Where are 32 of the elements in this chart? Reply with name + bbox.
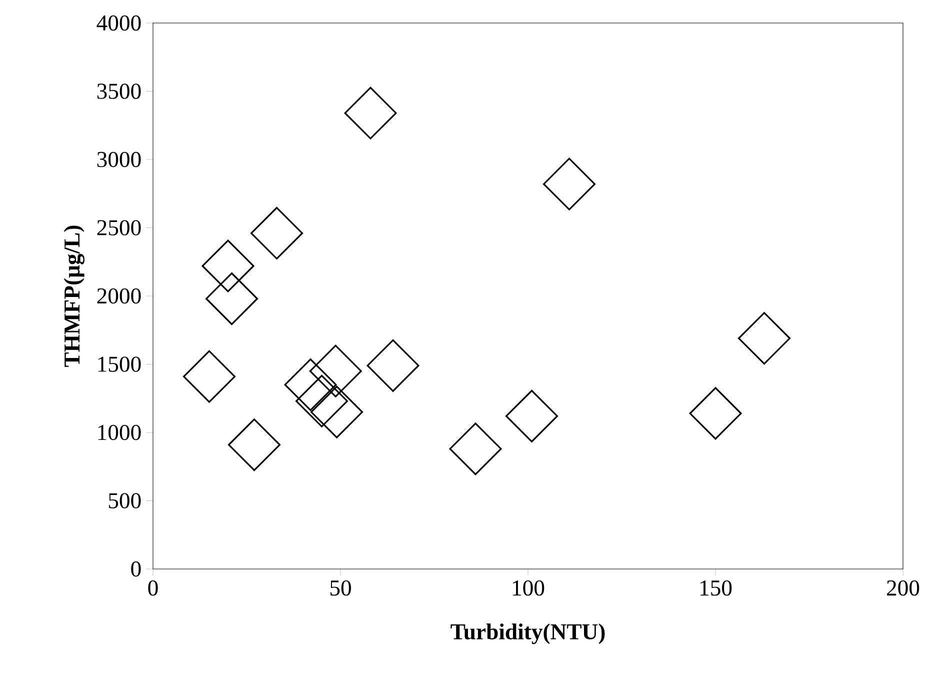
y-axis-title: THMFP(μg/L): [64, 226, 84, 367]
point: [542, 158, 596, 210]
point: [505, 390, 558, 442]
point: [309, 344, 362, 398]
point: [689, 387, 742, 440]
x-tick-label: 0: [148, 580, 158, 596]
x-tick-label: 200: [887, 580, 920, 596]
point: [202, 240, 254, 292]
point: [738, 312, 791, 365]
y-tick-label: 3000: [97, 152, 141, 168]
point: [366, 339, 420, 392]
point: [284, 358, 337, 411]
point: [250, 206, 304, 260]
y-tick-label: 4000: [96, 15, 141, 31]
point: [310, 386, 364, 438]
point: [228, 418, 281, 472]
y-tick-label: 2500: [97, 220, 141, 236]
y-tick-label: 1000: [98, 424, 141, 440]
y-tick-label: 1500: [98, 356, 141, 372]
y-tick-label: 2000: [97, 288, 141, 304]
point: [206, 272, 258, 325]
point: [295, 374, 348, 428]
x-tick-label: 150: [700, 580, 732, 596]
point: [183, 350, 236, 403]
y-tick-label: 3500: [97, 84, 141, 99]
x-axis-title: Turbidity(NTU): [450, 623, 605, 644]
x-tick-label: 50: [330, 580, 351, 596]
point: [449, 422, 502, 476]
point: [344, 86, 397, 140]
x-tick-label: 100: [512, 580, 544, 596]
y-tick-label: 500: [108, 493, 141, 508]
y-tick-label: 0: [131, 561, 141, 577]
